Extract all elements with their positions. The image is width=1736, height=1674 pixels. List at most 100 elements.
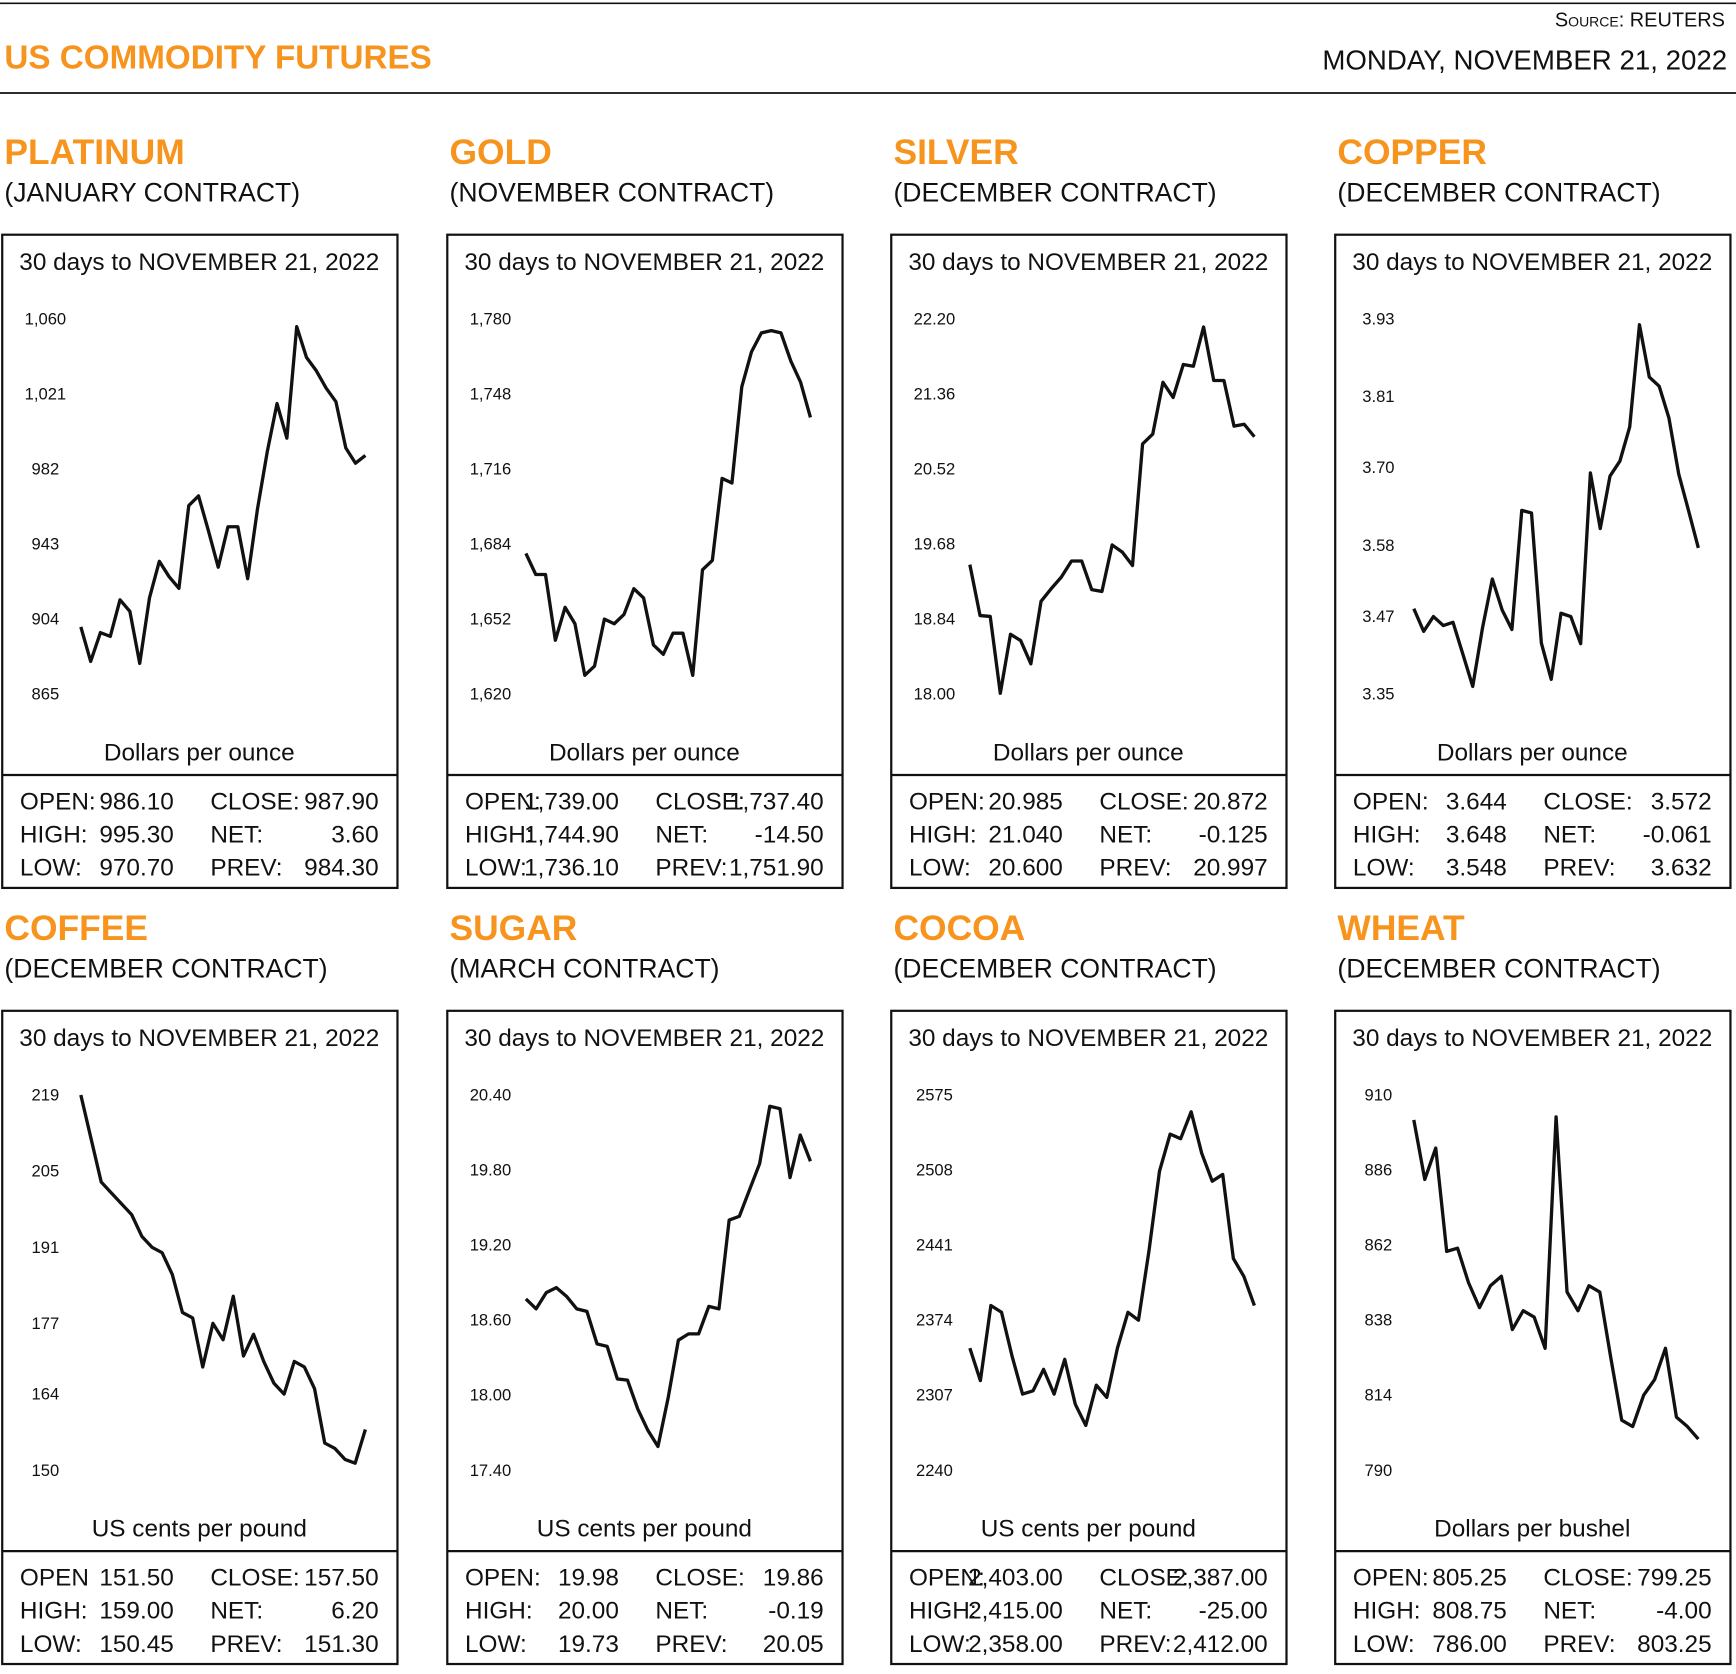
commodity-name: PLATINUM: [4, 132, 184, 172]
commodity-name: COFFEE: [4, 908, 148, 948]
stat-label: LOW:: [909, 855, 971, 882]
commodity-name: COCOA: [893, 908, 1025, 948]
stat-value: 19.98: [558, 1564, 619, 1591]
price-line: [79, 324, 367, 666]
stat-label: PREV:: [210, 855, 282, 882]
stat-value: -25.00: [1199, 1598, 1268, 1625]
stat-label: CLOSE:: [1543, 788, 1632, 815]
stat-value: 2,403.00: [968, 1564, 1063, 1591]
commodity-name: SUGAR: [450, 908, 578, 948]
stat-value: 21.040: [988, 822, 1062, 849]
page-title: US COMMODITY FUTURES: [4, 40, 431, 77]
y-tick-label: 3.35: [1362, 685, 1394, 704]
stat-value: 995.30: [99, 822, 173, 849]
y-tick-label: 2508: [916, 1161, 953, 1180]
stat-value: 3.548: [1446, 855, 1507, 882]
stat-value: -4.00: [1656, 1598, 1711, 1625]
period: 30 days to NOVEMBER 21, 2022: [908, 249, 1268, 276]
stat-value: 159.00: [99, 1598, 173, 1625]
stat-label: LOW:: [909, 1631, 971, 1658]
stat-label: LOW:: [1353, 855, 1415, 882]
contract: (MARCH CONTRACT): [450, 954, 720, 984]
unit-label: Dollars per ounce: [549, 740, 740, 767]
stat-value: -14.50: [755, 822, 824, 849]
y-tick-label: 19.68: [914, 535, 956, 554]
y-tick-label: 3.58: [1362, 536, 1394, 555]
stat-label: OPEN:: [465, 1564, 541, 1591]
price-line: [79, 1094, 367, 1465]
contract: (DECEMBER CONTRACT): [1337, 954, 1660, 984]
stat-label: HIGH:: [20, 1598, 88, 1625]
y-tick-label: 17.40: [470, 1461, 512, 1480]
unit-label: US cents per pound: [981, 1516, 1196, 1543]
stat-label: HIGH:: [909, 822, 977, 849]
stat-value: 987.90: [304, 788, 378, 815]
y-tick-label: 982: [32, 460, 60, 479]
panel-box: [446, 233, 844, 890]
y-tick-label: 3.81: [1362, 387, 1394, 406]
panel-box: [890, 233, 1288, 890]
contract: (DECEMBER CONTRACT): [893, 177, 1216, 207]
stat-label: OPEN:: [20, 788, 96, 815]
price-line: [968, 1110, 1256, 1428]
y-tick-label: 3.93: [1362, 309, 1394, 328]
y-tick-label: 1,780: [470, 309, 512, 328]
stat-label: NET:: [655, 822, 708, 849]
y-tick-label: 2575: [916, 1085, 953, 1104]
stat-value: 20.05: [763, 1631, 824, 1658]
stat-label: NET:: [210, 822, 263, 849]
stat-value: 2,412.00: [1173, 1631, 1268, 1658]
y-tick-label: 2374: [916, 1311, 953, 1330]
period: 30 days to NOVEMBER 21, 2022: [19, 1025, 379, 1052]
stat-value: 20.00: [558, 1598, 619, 1625]
unit-label: Dollars per ounce: [1437, 740, 1628, 767]
stat-label: CLOSE:: [655, 1564, 744, 1591]
contract: (DECEMBER CONTRACT): [893, 954, 1216, 984]
y-tick-label: 862: [1365, 1236, 1393, 1255]
stat-label: NET:: [1543, 1598, 1596, 1625]
y-tick-label: 865: [32, 685, 60, 704]
price-line: [1412, 323, 1700, 689]
stat-label: PREV:: [655, 1631, 727, 1658]
stat-label: CLOSE:: [655, 788, 744, 815]
stat-value: 984.30: [304, 855, 378, 882]
stat-label: CLOSE:: [1099, 788, 1188, 815]
stat-value: 1,751.90: [729, 855, 824, 882]
stat-value: 3.648: [1446, 822, 1507, 849]
stat-value: 803.25: [1637, 1631, 1711, 1658]
stat-value: 799.25: [1637, 1564, 1711, 1591]
stat-label: PREV:: [210, 1631, 282, 1658]
stat-label: NET:: [655, 1598, 708, 1625]
panel-box: [1334, 233, 1732, 890]
stat-value: 805.25: [1432, 1564, 1506, 1591]
stat-label: LOW:: [465, 855, 527, 882]
y-tick-label: 164: [32, 1385, 60, 1404]
y-tick-label: 904: [32, 610, 60, 629]
stat-value: 1,744.90: [524, 822, 619, 849]
stat-label: HIGH:: [1353, 1598, 1421, 1625]
price-line: [524, 1104, 812, 1449]
period: 30 days to NOVEMBER 21, 2022: [19, 249, 379, 276]
stat-value: 3.572: [1651, 788, 1712, 815]
stat-value: 3.644: [1446, 788, 1507, 815]
stat-label: HIGH:: [909, 1598, 977, 1625]
stat-value: 986.10: [99, 788, 173, 815]
stat-label: CLOSE:: [1099, 1564, 1188, 1591]
y-tick-label: 3.47: [1362, 607, 1394, 626]
stat-label: NET:: [1099, 1598, 1152, 1625]
period: 30 days to NOVEMBER 21, 2022: [908, 1025, 1268, 1052]
stat-label: PREV:: [1099, 855, 1171, 882]
contract: (JANUARY CONTRACT): [4, 177, 300, 207]
commodity-name: GOLD: [450, 132, 552, 172]
y-tick-label: 205: [32, 1162, 60, 1181]
stat-label: PREV:: [1543, 1631, 1615, 1658]
y-tick-label: 19.80: [470, 1161, 512, 1180]
stat-value: 2,415.00: [968, 1598, 1063, 1625]
y-tick-label: 1,021: [25, 384, 67, 403]
period: 30 days to NOVEMBER 21, 2022: [464, 249, 824, 276]
y-tick-label: 910: [1365, 1085, 1393, 1104]
y-tick-label: 886: [1365, 1161, 1393, 1180]
y-tick-label: 177: [32, 1314, 60, 1333]
y-tick-label: 18.84: [914, 610, 956, 629]
